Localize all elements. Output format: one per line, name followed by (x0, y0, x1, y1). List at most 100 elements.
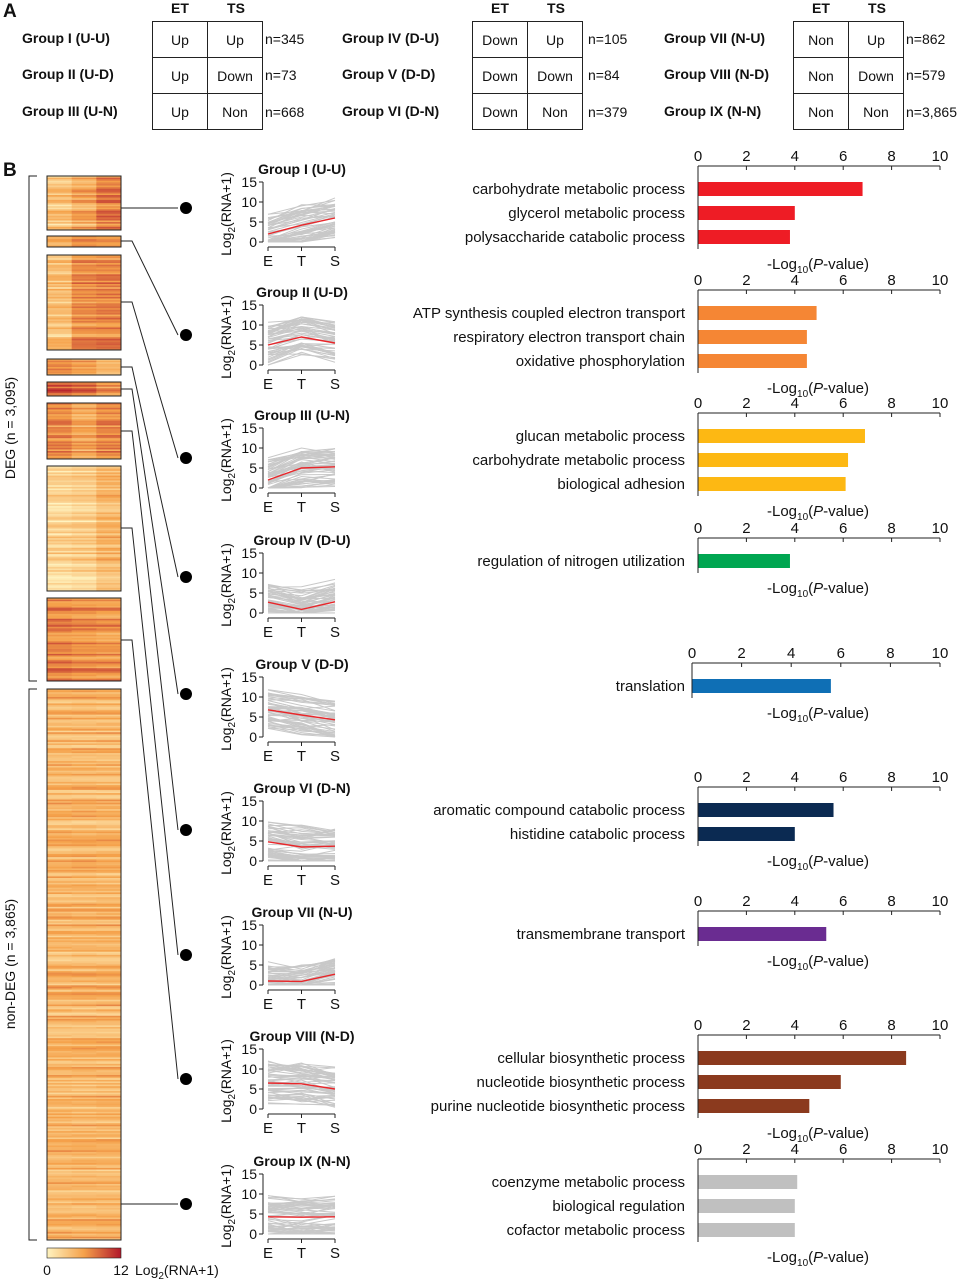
connector-line (121, 301, 179, 459)
go-term-label: ATP synthesis coupled electron transport (413, 305, 686, 322)
profile-plot: Group VII (N-U) 0 5 10 15 E T S Log2(RNA+1) (218, 904, 353, 1013)
connector-dot (180, 452, 192, 464)
bar-x-tick-label: 4 (787, 645, 795, 662)
bar-x-tick-label: 8 (887, 769, 895, 786)
profile-y-tick-label: 10 (241, 317, 257, 333)
bar-x-tick-label: 4 (791, 1017, 799, 1034)
table-row: Non Up (793, 21, 904, 58)
bar-x-tick-label: 2 (742, 148, 750, 165)
group-status-table: Up Up Up Down Up Non (152, 21, 263, 130)
profile-y-tick-label: 10 (241, 440, 257, 456)
connector-line (121, 366, 179, 578)
go-term-label: carbohydrate metabolic process (472, 452, 685, 469)
heatmap-block (46, 381, 122, 397)
profile-y-tick-label: 5 (249, 957, 257, 973)
profile-plot: Group IX (N-N) 0 5 10 15 E T S Log2(RNA+1) (218, 1153, 351, 1262)
connector-dot (180, 949, 192, 961)
bar-x-tick-label: 6 (837, 645, 845, 662)
group-name: Group IV (D-U) (342, 30, 440, 46)
profile-y-tick-label: 0 (249, 357, 257, 373)
group-name: Group IX (N-N) (664, 103, 762, 119)
profile-y-tick-label: 15 (241, 174, 257, 190)
profile-plot: Group VIII (N-D) 0 5 10 15 E T S Log2(RNA+1) (218, 1028, 355, 1137)
connector-line (121, 388, 179, 695)
profile-y-tick-label: 15 (241, 420, 257, 436)
ts-status-cell: Down (527, 57, 583, 94)
go-term-label: aromatic compound catabolic process (433, 802, 685, 819)
group-count: n=668 (265, 104, 305, 120)
profile-x-tick-label: S (330, 253, 340, 270)
ts-status-cell: Non (207, 93, 263, 130)
profile-y-label: Log2(RNA+1) (218, 915, 238, 999)
profile-y-tick-label: 0 (249, 977, 257, 993)
group-count: n=3,865 (906, 104, 957, 120)
heatmap-block (46, 465, 122, 592)
go-term-label: carbohydrate metabolic process (472, 181, 685, 198)
group-count: n=345 (265, 31, 305, 47)
col-header-et: ET (171, 0, 189, 16)
group-name: Group VIII (N-D) (664, 66, 769, 82)
profile-title: Group IV (D-U) (253, 532, 350, 548)
nondeg-label: non-DEG (n = 3,865) (2, 899, 18, 1029)
profile-mean-line (267, 601, 336, 611)
bar-x-tick-label: 6 (839, 272, 847, 289)
heatmap-block-outline (46, 175, 122, 231)
profile-x-tick-label: T (297, 748, 306, 765)
bar-x-tick-label: 6 (839, 1017, 847, 1034)
profile-y-tick-label: 0 (249, 1226, 257, 1242)
go-bar (698, 306, 817, 320)
profile-x-tick-label: E (263, 1245, 273, 1262)
bar-x-tick-label: 10 (932, 645, 949, 662)
go-term-label: polysaccharide catabolic process (465, 229, 685, 246)
connector-line (121, 430, 179, 831)
bar-x-tick-label: 8 (887, 1017, 895, 1034)
bar-x-tick-label: 6 (839, 1141, 847, 1158)
panel-a-label: A (3, 1, 17, 22)
legend-min-label: 0 (43, 1262, 51, 1278)
bar-x-tick-label: 0 (688, 645, 696, 662)
bar-x-tick-label: 4 (791, 395, 799, 412)
heatmap-legend-bar (46, 1247, 122, 1259)
profile-y-tick-label: 5 (249, 709, 257, 725)
go-bar (698, 429, 865, 443)
bar-x-tick-label: 2 (742, 272, 750, 289)
bar-x-tick-label: 8 (887, 148, 895, 165)
et-status-cell: Up (152, 21, 208, 58)
profile-y-tick-label: 0 (249, 480, 257, 496)
deg-label: DEG (n = 3,095) (2, 377, 18, 479)
bar-x-tick-label: 0 (694, 1017, 702, 1034)
profile-y-tick-label: 15 (241, 793, 257, 809)
profile-y-tick-label: 5 (249, 833, 257, 849)
go-bar (698, 182, 863, 196)
bar-x-tick-label: 10 (932, 395, 949, 412)
bar-x-label: -Log10(P-value) (767, 503, 869, 523)
heatmap-block (46, 175, 122, 231)
bar-x-tick-label: 0 (694, 148, 702, 165)
go-bar (698, 230, 790, 244)
go-term-label: transmembrane transport (517, 926, 686, 943)
go-term-label: respiratory electron transport chain (453, 329, 685, 346)
profile-mean-line (267, 709, 336, 721)
profile-x-tick-label: T (297, 499, 306, 516)
go-term-label: biological regulation (552, 1198, 685, 1215)
profile-y-tick-label: 10 (241, 1061, 257, 1077)
heatmap-block (46, 235, 122, 248)
go-term-label: regulation of nitrogen utilization (477, 553, 685, 570)
bar-x-tick-label: 0 (694, 893, 702, 910)
connector-dot (180, 1198, 192, 1210)
bar-x-tick-label: 2 (742, 520, 750, 537)
go-bar (698, 206, 795, 220)
group-name: Group VII (N-U) (664, 30, 766, 46)
bar-x-tick-label: 2 (742, 395, 750, 412)
go-bar (698, 1099, 810, 1113)
connector-dot (180, 571, 192, 583)
profile-x-tick-label: E (263, 1120, 273, 1137)
bar-x-tick-label: 10 (932, 520, 949, 537)
profile-y-tick-label: 10 (241, 937, 257, 953)
heatmap-block (46, 254, 122, 351)
bar-x-tick-label: 2 (742, 893, 750, 910)
table-row: Up Non (152, 93, 263, 130)
bar-x-tick-label: 8 (887, 1141, 895, 1158)
profile-y-tick-label: 0 (249, 853, 257, 869)
bar-x-tick-label: 10 (932, 893, 949, 910)
